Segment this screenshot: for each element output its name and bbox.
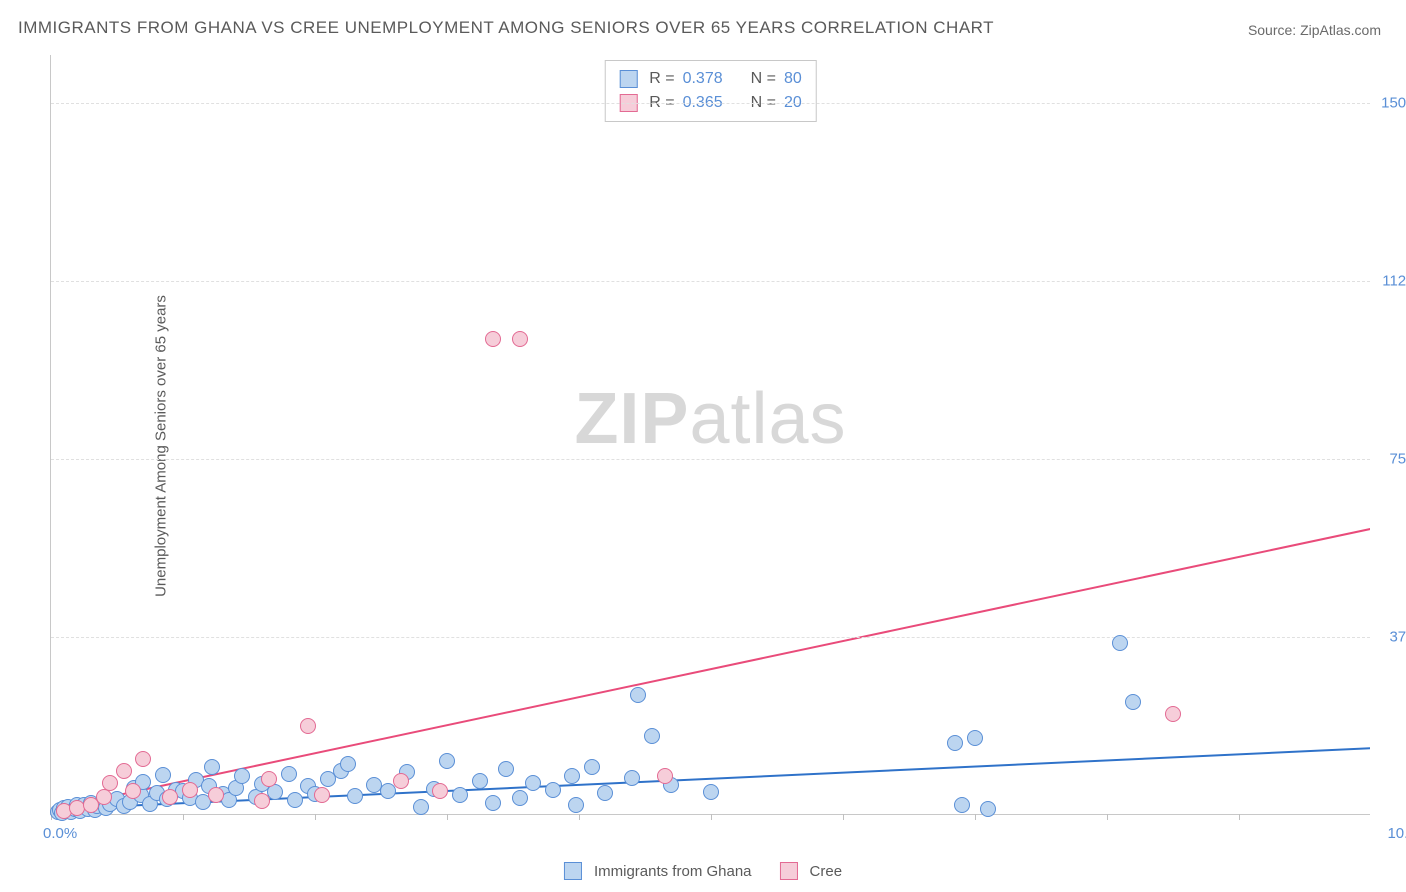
data-point-ghana bbox=[287, 792, 303, 808]
data-point-ghana bbox=[281, 766, 297, 782]
data-point-cree bbox=[485, 331, 501, 347]
data-point-cree bbox=[135, 751, 151, 767]
data-point-ghana bbox=[630, 687, 646, 703]
x-tick bbox=[711, 814, 712, 820]
data-point-cree bbox=[1165, 706, 1181, 722]
data-point-ghana bbox=[947, 735, 963, 751]
x-tick bbox=[1239, 814, 1240, 820]
x-tick bbox=[1107, 814, 1108, 820]
y-tick-label: 37.5% bbox=[1389, 628, 1406, 645]
stat-r-label: R = bbox=[649, 67, 674, 91]
watermark-zip: ZIP bbox=[574, 379, 689, 459]
data-point-cree bbox=[102, 775, 118, 791]
gridline bbox=[51, 459, 1370, 460]
data-point-ghana bbox=[954, 797, 970, 813]
x-tick bbox=[447, 814, 448, 820]
watermark: ZIPatlas bbox=[574, 378, 846, 460]
data-point-ghana bbox=[439, 753, 455, 769]
chart-title: IMMIGRANTS FROM GHANA VS CREE UNEMPLOYME… bbox=[18, 18, 994, 38]
stat-n-label: N = bbox=[751, 67, 776, 91]
data-point-cree bbox=[512, 331, 528, 347]
data-point-cree bbox=[96, 789, 112, 805]
data-point-cree bbox=[208, 787, 224, 803]
data-point-ghana bbox=[1112, 635, 1128, 651]
x-tick bbox=[975, 814, 976, 820]
x-tick bbox=[579, 814, 580, 820]
data-point-ghana bbox=[568, 797, 584, 813]
data-point-cree bbox=[314, 787, 330, 803]
legend-label: Cree bbox=[810, 863, 843, 880]
data-point-ghana bbox=[413, 799, 429, 815]
data-point-ghana bbox=[644, 728, 660, 744]
data-point-ghana bbox=[584, 759, 600, 775]
data-point-cree bbox=[261, 771, 277, 787]
x-tick bbox=[315, 814, 316, 820]
data-point-ghana bbox=[498, 761, 514, 777]
x-max-label: 10.0% bbox=[1387, 825, 1406, 842]
data-point-cree bbox=[125, 783, 141, 799]
swatch-icon bbox=[619, 70, 637, 88]
data-point-ghana bbox=[155, 767, 171, 783]
data-point-ghana bbox=[703, 784, 719, 800]
watermark-atlas: atlas bbox=[689, 379, 846, 459]
data-point-cree bbox=[162, 789, 178, 805]
gridline bbox=[51, 103, 1370, 104]
data-point-ghana bbox=[980, 801, 996, 817]
data-point-cree bbox=[116, 763, 132, 779]
data-point-ghana bbox=[347, 788, 363, 804]
gridline bbox=[51, 637, 1370, 638]
legend-label: Immigrants from Ghana bbox=[594, 863, 752, 880]
source-label: Source: bbox=[1248, 22, 1300, 38]
legend-item-ghana: Immigrants from Ghana bbox=[564, 862, 752, 880]
y-tick-label: 150.0% bbox=[1381, 94, 1406, 111]
data-point-ghana bbox=[967, 730, 983, 746]
data-point-ghana bbox=[340, 756, 356, 772]
data-point-cree bbox=[393, 773, 409, 789]
data-point-ghana bbox=[597, 785, 613, 801]
trend-line-cree bbox=[51, 515, 1370, 809]
data-point-ghana bbox=[564, 768, 580, 784]
data-point-cree bbox=[300, 718, 316, 734]
data-point-ghana bbox=[624, 770, 640, 786]
data-point-cree bbox=[432, 783, 448, 799]
data-point-ghana bbox=[472, 773, 488, 789]
stat-n-value: 80 bbox=[784, 67, 802, 91]
data-point-ghana bbox=[204, 759, 220, 775]
data-point-ghana bbox=[545, 782, 561, 798]
swatch-icon bbox=[564, 862, 582, 880]
data-point-ghana bbox=[1125, 694, 1141, 710]
trend-lines-layer bbox=[51, 55, 1370, 814]
x-origin-label: 0.0% bbox=[43, 825, 77, 842]
legend-item-cree: Cree bbox=[780, 862, 843, 880]
data-point-ghana bbox=[512, 790, 528, 806]
scatter-plot: ZIPatlas R =0.378N =80R =0.365N =20 0.0%… bbox=[50, 55, 1370, 815]
stats-row-ghana: R = 0.378 N = 80 bbox=[619, 67, 802, 91]
series-legend: Immigrants from Ghana Cree bbox=[564, 862, 842, 880]
stat-r-value: 0.378 bbox=[683, 67, 723, 91]
data-point-ghana bbox=[452, 787, 468, 803]
y-tick-label: 75.0% bbox=[1389, 450, 1406, 467]
data-point-cree bbox=[254, 793, 270, 809]
data-point-ghana bbox=[485, 795, 501, 811]
data-point-ghana bbox=[525, 775, 541, 791]
source-link[interactable]: ZipAtlas.com bbox=[1300, 22, 1381, 38]
swatch-icon bbox=[780, 862, 798, 880]
data-point-ghana bbox=[234, 768, 250, 784]
source-attribution: Source: ZipAtlas.com bbox=[1248, 22, 1381, 38]
data-point-cree bbox=[182, 782, 198, 798]
data-point-cree bbox=[657, 768, 673, 784]
x-tick bbox=[183, 814, 184, 820]
x-tick bbox=[843, 814, 844, 820]
stats-legend-box: R =0.378N =80R =0.365N =20 bbox=[604, 60, 817, 122]
gridline bbox=[51, 281, 1370, 282]
y-tick-label: 112.5% bbox=[1382, 272, 1406, 289]
